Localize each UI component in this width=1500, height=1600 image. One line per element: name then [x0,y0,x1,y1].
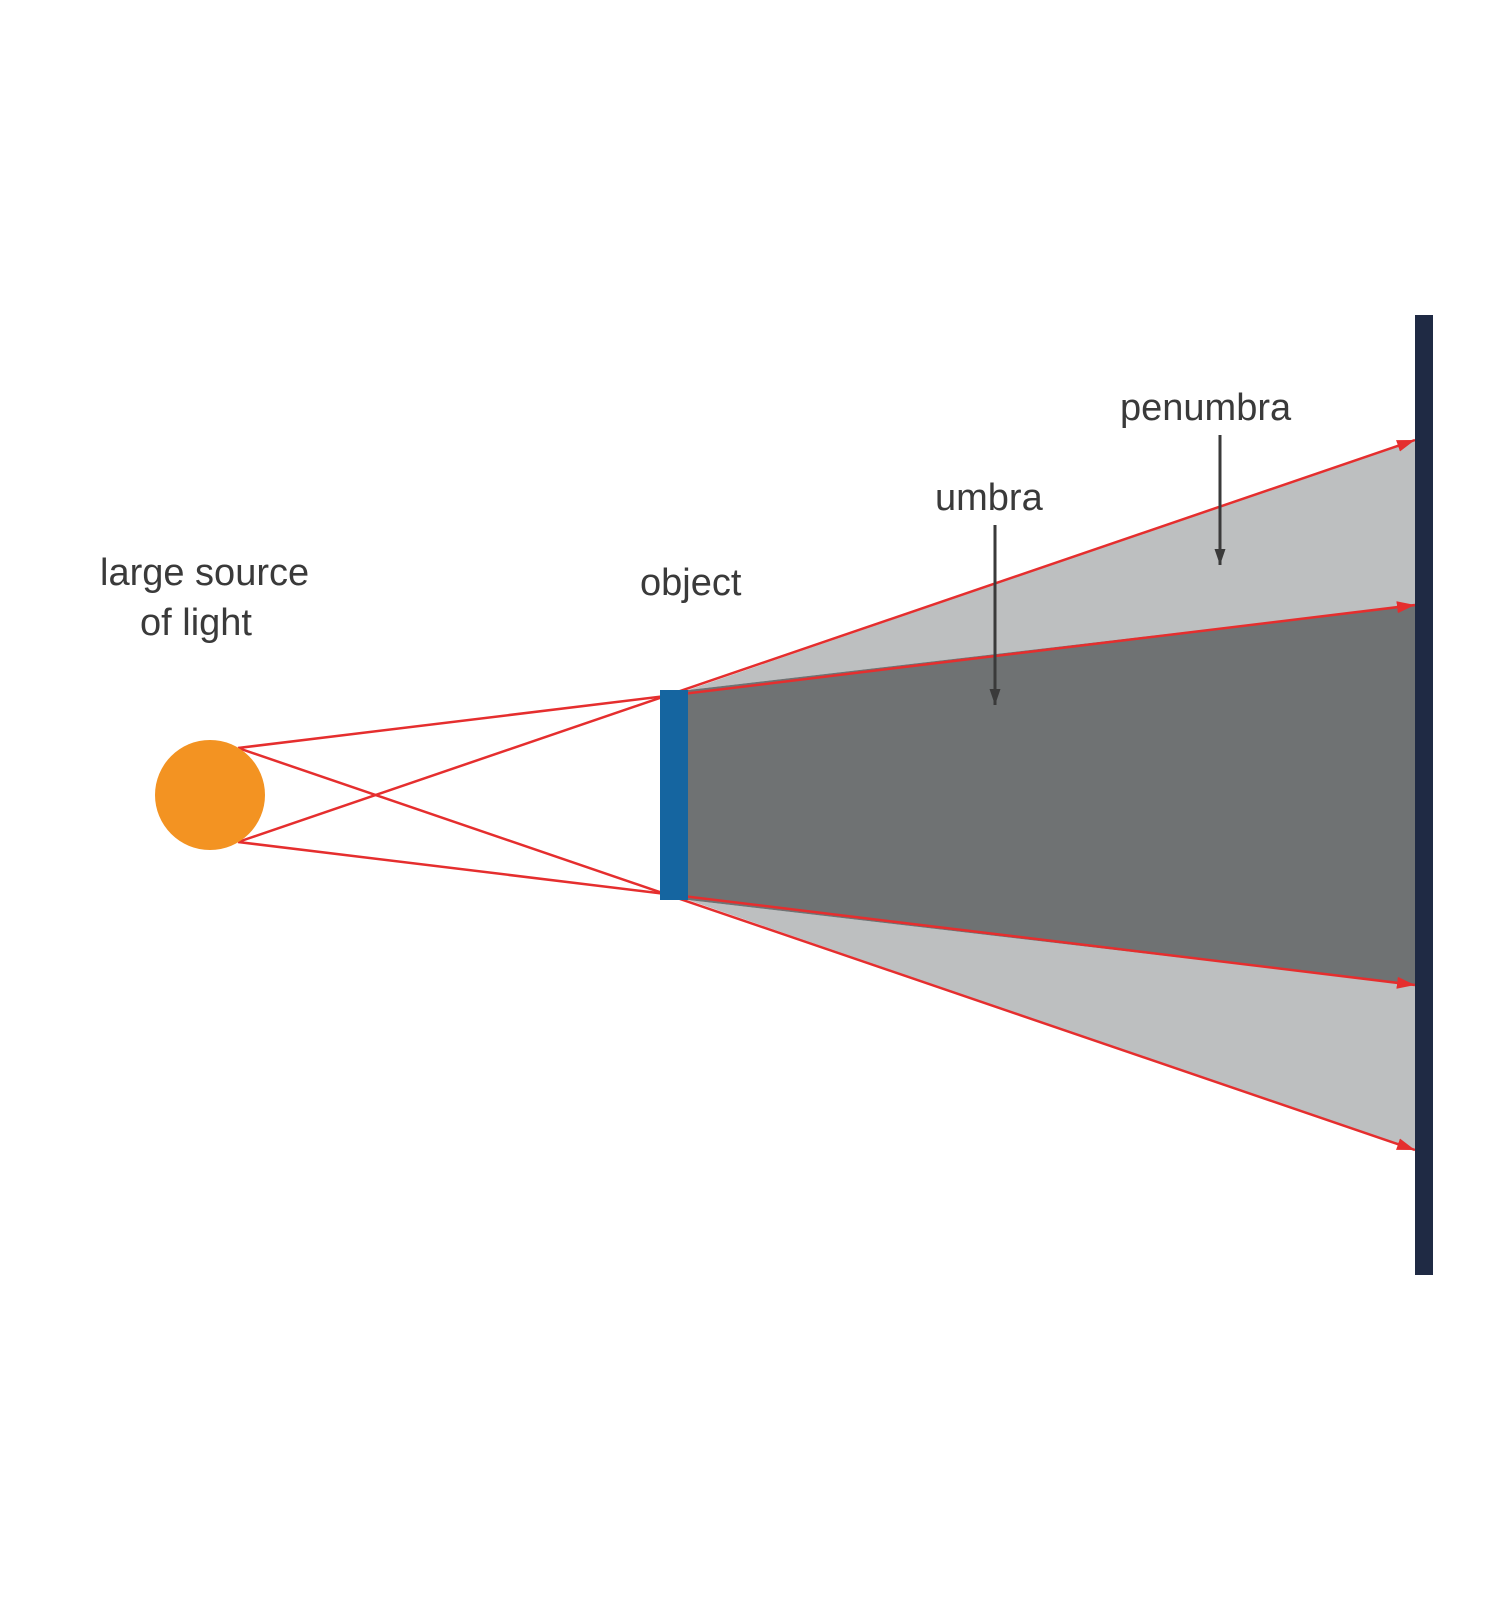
shadow-diagram: large sourceof light object umbra penumb… [0,0,1500,1600]
object-label: object [640,562,742,604]
object-bar [660,690,688,900]
light-source [155,740,265,850]
umbra-label: umbra [935,477,1044,519]
penumbra-label: penumbra [1120,387,1292,429]
light-source-label-1: large sourceof light [100,552,309,644]
screen-bar [1415,315,1433,1275]
